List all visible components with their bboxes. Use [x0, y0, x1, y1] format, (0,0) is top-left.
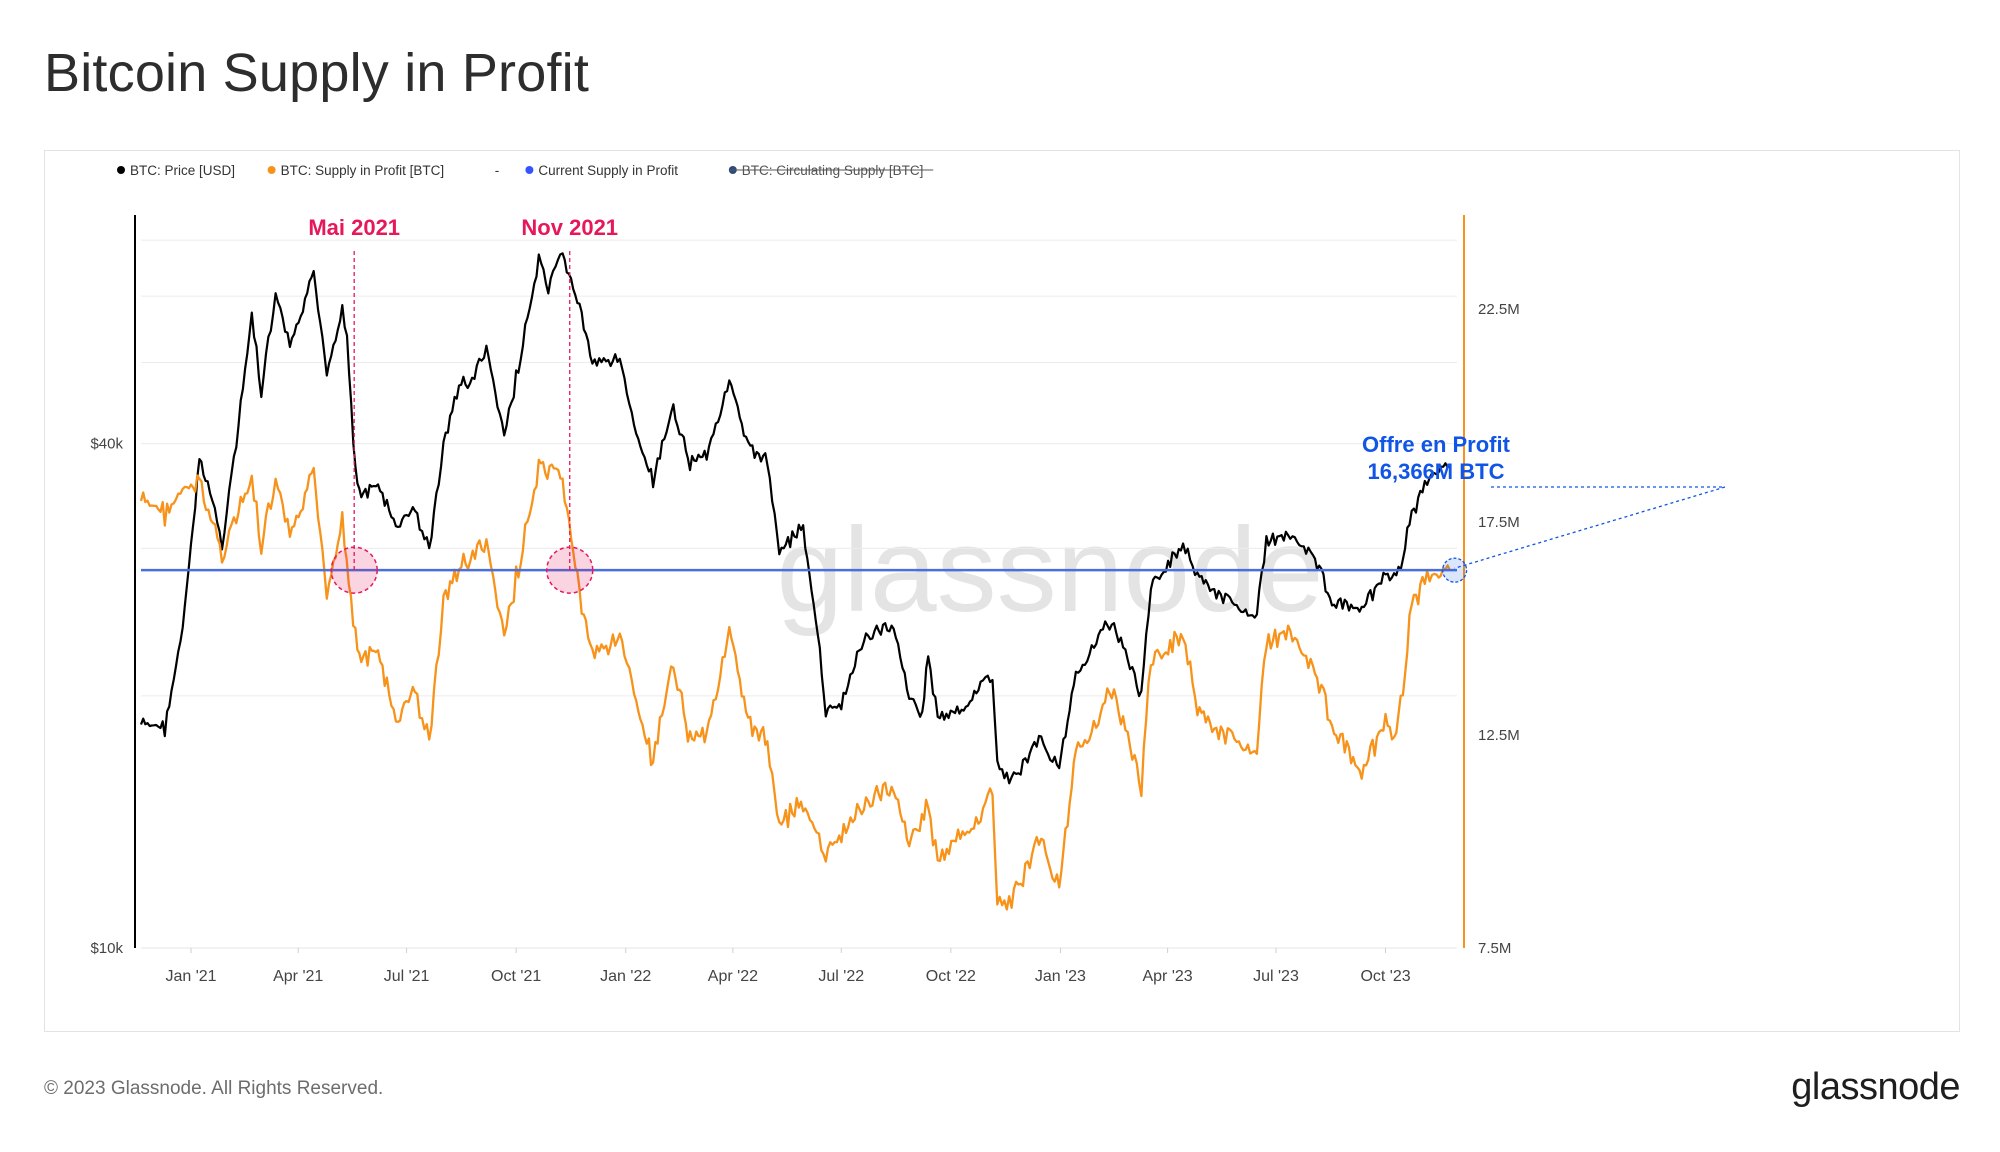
legend-dot-icon	[117, 166, 125, 174]
x-axis-tick-label: Jul '23	[1253, 968, 1299, 985]
legend-label: BTC: Supply in Profit [BTC]	[281, 163, 445, 178]
legend-item[interactable]: BTC: Supply in Profit [BTC]	[267, 163, 445, 178]
legend-label: Current Supply in Profit	[538, 163, 678, 178]
legend-dot-icon	[267, 166, 276, 174]
annotation-leader-line	[1454, 486, 1726, 569]
legend-label: BTC: Price [USD]	[130, 163, 235, 178]
right-axis-tick-label: 17.5M	[1478, 514, 1520, 531]
legend-item[interactable]: -	[495, 163, 500, 178]
left-axis-tick-label: $40k	[90, 436, 123, 453]
series-layer	[139, 252, 1457, 911]
events-layer: Mai 2021 Nov 2021	[308, 215, 618, 594]
x-axis-tick-label: Jan '22	[600, 968, 651, 985]
x-axis-tick-label: Jan '23	[1035, 968, 1086, 985]
gridlines	[141, 239, 1457, 949]
right-axis-tick-label: 22.5M	[1478, 301, 1520, 318]
event-marker-circle	[545, 546, 594, 594]
legend-item[interactable]: BTC: Circulating Supply [BTC]	[728, 163, 934, 178]
right-axis-tick-label: 7.5M	[1478, 940, 1511, 957]
legend-dot-icon	[525, 166, 534, 174]
series-line-btc-price-usd	[139, 252, 1451, 785]
annotation-marker	[1441, 557, 1468, 583]
x-axis-tick-label: Apr '23	[1142, 968, 1192, 985]
chart-legend[interactable]: BTC: Price [USD] BTC: Supply in Profit [B…	[117, 163, 934, 178]
x-axis-tick-label: Oct '23	[1360, 968, 1410, 985]
x-axis-tick-label: Apr '21	[273, 968, 323, 985]
event-label: Mai 2021	[308, 215, 400, 240]
annotation-value: 16,366M BTC	[1368, 459, 1505, 484]
x-axis-tick-label: Jul '21	[384, 968, 430, 985]
legend-label: -	[495, 163, 500, 178]
right-axis-tick-label: 12.5M	[1478, 727, 1520, 744]
annotation-title: Offre en Profit	[1362, 432, 1511, 457]
page-title: Bitcoin Supply in Profit	[44, 43, 590, 103]
legend-item[interactable]: Current Supply in Profit	[525, 163, 678, 178]
x-axis-tick-label: Jul '22	[818, 968, 864, 985]
legend-item[interactable]: BTC: Price [USD]	[117, 163, 235, 178]
glassnode-logo[interactable]: glassnode	[1791, 1066, 1960, 1108]
chart-svg: glassnode BTC: Price [USD] BTC: Supply in…	[90, 163, 1726, 985]
event-label: Nov 2021	[521, 215, 618, 240]
x-axis-tick-label: Apr '22	[708, 968, 758, 985]
copyright-text: © 2023 Glassnode. All Rights Reserved.	[44, 1078, 384, 1099]
x-axis-tick-label: Oct '21	[491, 968, 541, 985]
series-line-btc-supply-in-profit-btc	[139, 458, 1451, 911]
x-axis-tick-label: Oct '22	[926, 968, 976, 985]
axes: $10k $40k 7.5M 12.5M 17.5M 22.5M Jan '21 Apr '2…	[90, 215, 1520, 985]
x-axis-tick-label: Jan '21	[165, 968, 216, 985]
left-axis-tick-label: $10k	[90, 940, 123, 957]
event-marker-circle	[330, 546, 378, 594]
chart-panel: glassnode BTC: Price [USD] BTC: Supply in…	[44, 150, 1960, 1032]
